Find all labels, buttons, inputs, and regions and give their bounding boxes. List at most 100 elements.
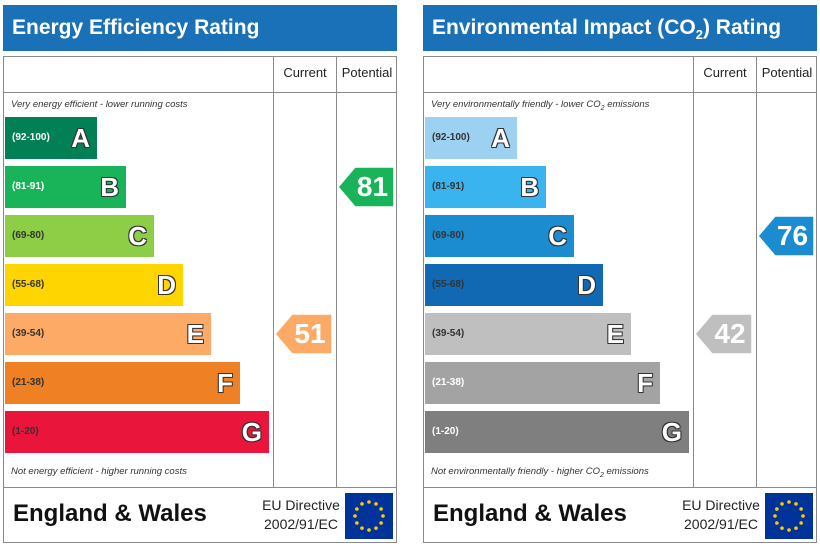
flag-star bbox=[780, 526, 784, 530]
bottom-note-end: emissions bbox=[603, 466, 649, 477]
directive-line-1: EU Directive bbox=[262, 497, 340, 513]
potential-rating-value: 76 bbox=[776, 220, 809, 251]
column-header-current: Current bbox=[703, 65, 747, 80]
band-letter: E bbox=[186, 319, 204, 349]
flag-star bbox=[794, 526, 798, 530]
footer-divider bbox=[3, 487, 397, 488]
footer-directive: EU Directive 2002/91/EC bbox=[681, 496, 761, 534]
band-range-label: (69-80) bbox=[432, 230, 465, 241]
band-letter: D bbox=[577, 270, 596, 300]
top-note: Very energy efficient - lower running co… bbox=[11, 99, 188, 110]
band-range-label: (69-80) bbox=[12, 230, 45, 241]
band-letter: F bbox=[637, 368, 653, 398]
top-note-end: emissions bbox=[604, 99, 650, 110]
rating-band-c: (69-80) C bbox=[425, 215, 574, 257]
band-range-label: (39-54) bbox=[432, 328, 465, 339]
header-divider bbox=[3, 92, 397, 93]
flag-star bbox=[787, 500, 791, 504]
energy-efficiency-panel: Energy Efficiency Rating Current Potenti… bbox=[3, 0, 399, 547]
rating-band-b: (81-91) B bbox=[5, 166, 126, 208]
arrow-shape bbox=[695, 313, 753, 355]
flag-star bbox=[381, 514, 385, 518]
band-letter: F bbox=[217, 368, 233, 398]
flag-star bbox=[799, 507, 803, 511]
band-letter: A bbox=[71, 123, 90, 153]
panel-title-text: Energy Efficiency Rating bbox=[12, 16, 260, 39]
footer-country: England & Wales bbox=[433, 500, 627, 527]
band-letter: E bbox=[606, 319, 624, 349]
band-letter: B bbox=[100, 172, 119, 202]
flag-star bbox=[775, 521, 779, 525]
band-range-label: (55-68) bbox=[432, 279, 465, 290]
band-letter: B bbox=[520, 172, 539, 202]
panel-title-text: Environmental Impact (CO bbox=[432, 16, 696, 39]
band-range-label: (21-38) bbox=[12, 377, 45, 388]
band-range-label: (81-91) bbox=[432, 181, 465, 192]
current-rating-arrow: 51 bbox=[275, 313, 333, 355]
rating-band-d: (55-68) D bbox=[5, 264, 183, 306]
potential-rating-arrow: 81 bbox=[338, 166, 395, 208]
panel-title: Environmental Impact (CO2) Rating bbox=[423, 5, 817, 51]
flag-star bbox=[374, 502, 378, 506]
chart-frame bbox=[423, 56, 817, 543]
footer-directive: EU Directive 2002/91/EC bbox=[261, 496, 341, 534]
panel-title-end: ) Rating bbox=[702, 16, 782, 39]
header-divider bbox=[423, 92, 817, 93]
arrow-shape bbox=[275, 313, 333, 355]
top-note-subscript: 2 bbox=[600, 104, 605, 112]
bottom-note: Not energy efficient - higher running co… bbox=[11, 466, 187, 477]
chart-frame bbox=[3, 56, 397, 543]
rating-band-d: (55-68) D bbox=[425, 264, 603, 306]
rating-band-b: (81-91) B bbox=[425, 166, 546, 208]
flag-star bbox=[374, 526, 378, 530]
flag-star bbox=[360, 526, 364, 530]
rating-band-f: (21-38) F bbox=[5, 362, 240, 404]
band-range-label: (39-54) bbox=[12, 328, 45, 339]
directive-line-1: EU Directive bbox=[682, 497, 760, 513]
current-rating-value: 51 bbox=[294, 318, 326, 349]
panel-title: Energy Efficiency Rating bbox=[3, 5, 397, 51]
column-header-current: Current bbox=[283, 65, 327, 80]
flag-star bbox=[794, 502, 798, 506]
rating-band-g: (1-20) G bbox=[425, 411, 689, 453]
current-rating-value: 42 bbox=[714, 318, 746, 349]
band-range-label: (92-100) bbox=[432, 132, 470, 143]
flag-star bbox=[780, 502, 784, 506]
arrow-shape bbox=[338, 166, 395, 208]
band-range-label: (81-91) bbox=[12, 181, 45, 192]
flag-star bbox=[799, 521, 803, 525]
flag-star bbox=[775, 507, 779, 511]
bottom-note: Not environmentally friendly - higher CO… bbox=[431, 466, 649, 479]
rating-band-e: (39-54) E bbox=[425, 313, 631, 355]
flag-star bbox=[801, 514, 805, 518]
top-note: Very environmentally friendly - lower CO… bbox=[431, 99, 649, 112]
flag-star bbox=[355, 507, 359, 511]
footer-country: England & Wales bbox=[13, 500, 207, 527]
flag-star bbox=[379, 507, 383, 511]
band-range-label: (1-20) bbox=[432, 426, 459, 437]
potential-rating-arrow: 76 bbox=[758, 215, 815, 257]
band-letter: D bbox=[157, 270, 176, 300]
top-note-text: Very environmentally friendly - lower CO bbox=[431, 99, 601, 110]
rating-band-a: (92-100) A bbox=[425, 117, 517, 159]
band-letter: A bbox=[491, 123, 510, 153]
directive-line-2: 2002/91/EC bbox=[264, 516, 338, 532]
flag-star bbox=[367, 528, 371, 532]
column-divider bbox=[693, 56, 694, 487]
band-letter: C bbox=[128, 221, 147, 251]
eu-flag-icon bbox=[345, 493, 393, 539]
band-range-label: (21-38) bbox=[432, 377, 465, 388]
panel-title-subscript: 2 bbox=[695, 27, 703, 43]
band-letter: C bbox=[548, 221, 567, 251]
flag-star bbox=[353, 514, 357, 518]
rating-band-g: (1-20) G bbox=[5, 411, 269, 453]
footer-divider bbox=[423, 487, 817, 488]
band-range-label: (92-100) bbox=[12, 132, 50, 143]
flag-star bbox=[360, 502, 364, 506]
flag-star bbox=[367, 500, 371, 504]
environmental-impact-panel: Environmental Impact (CO2) Rating Curren… bbox=[423, 0, 819, 547]
column-header-potential: Potential bbox=[761, 65, 813, 80]
potential-rating-value: 81 bbox=[356, 171, 389, 202]
rating-band-f: (21-38) F bbox=[425, 362, 660, 404]
column-divider bbox=[273, 56, 274, 487]
